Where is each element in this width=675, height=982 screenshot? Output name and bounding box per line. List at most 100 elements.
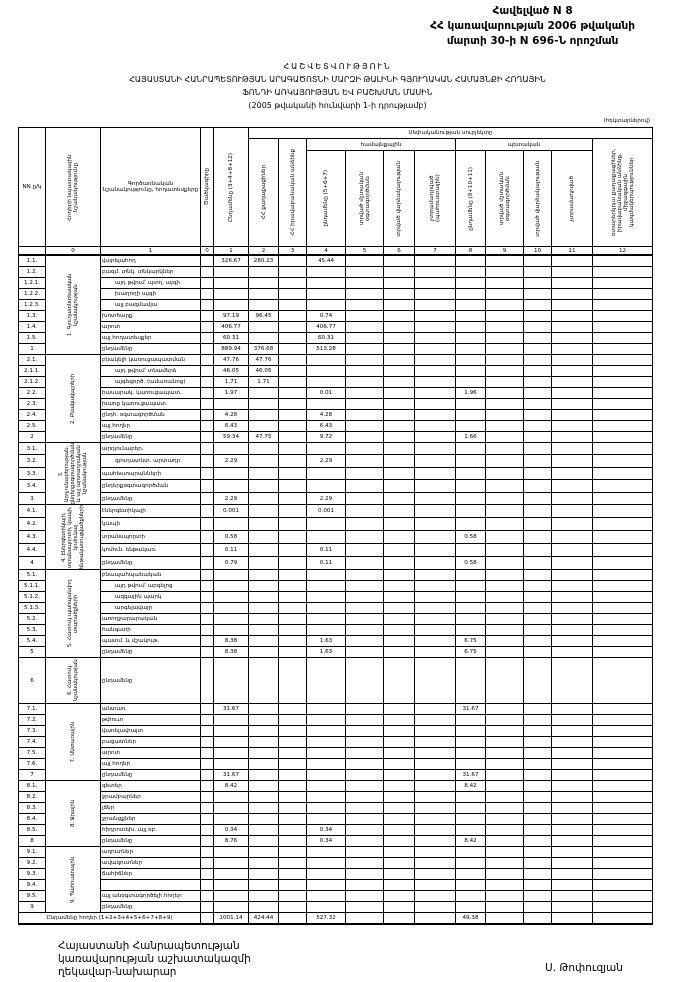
value-cell-c3 [278,321,307,333]
value-cell-c7 [414,591,456,604]
value-cell-c4 [306,613,346,626]
value-cell-c1 [213,466,249,481]
value-cell-c12 [592,420,653,432]
table-row: 3.3. պահեստարանների [18,466,653,481]
value-cell-c8 [455,725,486,738]
value-cell-c8 [455,310,486,322]
value-cell-c9 [485,543,524,558]
code-cell [200,912,214,926]
value-cell-c5 [345,714,384,727]
code-cell [200,277,214,289]
value-cell-c7 [414,835,456,848]
value-cell-c10 [523,277,552,289]
value-cell-c6 [383,758,415,771]
value-cell-c12 [592,479,653,493]
table-row: 9.4. [18,879,653,892]
value-cell-c9 [485,530,524,545]
code-cell [200,758,214,771]
value-cell-c3 [278,758,307,771]
value-cell-c9 [485,591,524,604]
value-cell-c12 [592,846,653,859]
row-name: անտառ [100,703,201,716]
value-cell-c9 [485,725,524,738]
value-cell-c2 [248,635,279,648]
value-cell-c7 [414,879,456,892]
total-cell-c5 [345,912,384,926]
value-cell-c1 [213,846,249,859]
row-number: 4.2. [18,517,46,532]
row-number: 5.1.2. [18,591,46,604]
value-cell-c9 [485,890,524,903]
code-cell [200,835,214,848]
code-cell [200,479,214,493]
value-cell-c2 [248,454,279,468]
value-cell-c1: 59.34 [213,431,249,443]
value-cell-c12 [592,703,653,716]
value-cell-c10 [523,703,552,716]
signatory-position: Հայաստանի Հանրապետության կառավարության ա… [58,940,251,979]
value-cell-c8 [455,758,486,771]
header-no: NN ը/կ [18,127,46,247]
value-cell-c9 [485,868,524,881]
row-number: 2.5. [18,420,46,432]
value-cell-c5 [345,254,384,267]
row-number: 8 [18,835,46,848]
value-cell-c10 [523,747,552,760]
table-row: 8.1. 8. Ջրային գետեր 8.42 8.42 [18,780,653,848]
value-cell-c8: 6.75 [455,635,486,648]
value-cell-c2: 47.75 [248,431,279,443]
value-cell-c4 [306,758,346,771]
code-cell [200,441,214,456]
code-cell [200,365,214,377]
value-cell-c10 [523,517,552,532]
code-cell [200,879,214,892]
value-cell-c7 [414,769,456,782]
value-cell-c6 [383,835,415,848]
value-cell-c9 [485,517,524,532]
value-cell-c9 [485,791,524,804]
group-label: 7. Անտառային [45,703,101,782]
value-cell-c12 [592,890,653,903]
value-cell-c6 [383,310,415,322]
value-cell-c10 [523,365,552,377]
row-number: 2.4. [18,409,46,421]
value-cell-c4: 0.11 [306,556,346,571]
value-cell-c2 [248,857,279,870]
value-cell-c3 [278,466,307,481]
value-cell-c8 [455,613,486,626]
value-cell-c2 [248,824,279,837]
value-cell-c5 [345,409,384,421]
value-cell-c6 [383,591,415,604]
value-cell-c11 [551,813,593,826]
value-cell-c7 [414,543,456,558]
value-cell-c11 [551,857,593,870]
value-cell-c4 [306,365,346,377]
value-cell-c1 [213,879,249,892]
value-cell-c11 [551,543,593,558]
value-cell-c7 [414,791,456,804]
row-name: այդ թվում՝ տնամերձ [100,365,201,377]
value-cell-c1: 406.77 [213,321,249,333]
value-cell-c6 [383,266,415,278]
table-row: 5.1.2. ազգային պարկ [18,591,653,604]
row-number: 3.1. [18,441,46,456]
value-cell-c3 [278,868,307,881]
value-cell-c11 [551,835,593,848]
value-cell-c12 [592,454,653,468]
value-cell-c1: 31.67 [213,769,249,782]
value-cell-c7 [414,758,456,771]
code-cell [200,387,214,399]
code-cell [200,266,214,278]
row-name: արգելավայր [100,602,201,615]
value-cell-c12 [592,504,653,519]
value-cell-c3 [278,813,307,826]
row-number: 2 [18,431,46,443]
row-number: 7.5. [18,747,46,760]
value-cell-c12 [592,736,653,749]
value-cell-c9 [485,879,524,892]
code-cell [200,543,214,558]
value-cell-c9 [485,769,524,782]
value-cell-c8 [455,441,486,456]
header-citizens: ՀՀ քաղաքացիներ [248,138,279,247]
value-cell-c1 [213,758,249,771]
